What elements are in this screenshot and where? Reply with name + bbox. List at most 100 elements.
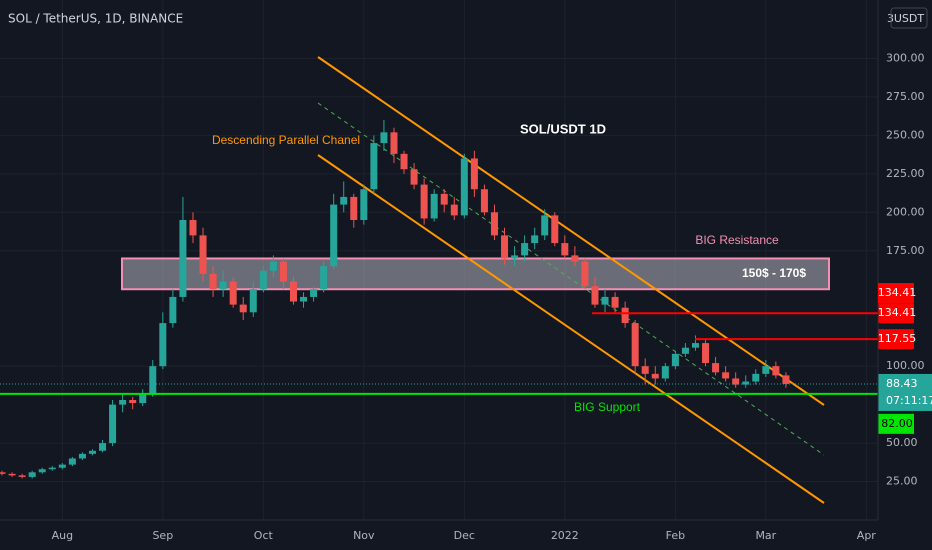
currency: USDT — [894, 12, 925, 25]
candle-body — [470, 158, 478, 190]
candle-body — [279, 261, 287, 282]
x-tick-label: 2022 — [551, 529, 579, 542]
candle-body — [490, 212, 498, 236]
candle-body — [340, 196, 348, 205]
candle-body — [501, 235, 509, 259]
price-badge-text: 134.41 — [878, 286, 917, 299]
candle-body — [350, 196, 358, 220]
level-badge-text: 82.00 — [881, 417, 913, 430]
candle-body — [661, 366, 669, 379]
level-badge — [878, 413, 914, 434]
resistance-label: BIG Resistance — [695, 233, 779, 247]
levels: 134.41 117.55 82.00 88.43 07:11:17 — [0, 303, 932, 434]
candle-body — [249, 289, 257, 313]
candle-body — [310, 289, 318, 297]
x-tick-label: Mar — [755, 529, 776, 542]
support-label: BIG Support — [574, 400, 641, 414]
candle-body — [641, 366, 649, 374]
candle-body — [119, 400, 127, 405]
candle-body — [129, 400, 137, 404]
last-price-badge — [878, 373, 932, 411]
candle-body — [169, 296, 177, 324]
x-tick-label: Apr — [857, 529, 877, 542]
candle-body — [289, 281, 297, 302]
candle-body — [671, 353, 679, 367]
candle-body — [199, 235, 207, 274]
candle-body — [581, 261, 589, 287]
candle-body — [561, 243, 569, 256]
candle-body — [511, 255, 519, 259]
chart-title: SOL / TetherUS, 1D, BINANCE — [8, 12, 183, 26]
candles — [0, 120, 790, 479]
candle-body — [28, 472, 36, 477]
candle-body — [460, 158, 468, 216]
x-tick-label: Feb — [666, 529, 685, 542]
candle-body — [681, 347, 689, 354]
candle-body — [480, 189, 488, 213]
candle-body — [621, 307, 629, 324]
channel-upper — [317, 56, 825, 406]
candle-body — [320, 266, 328, 290]
channel-label: Descending Parallel Chanel — [212, 133, 360, 147]
candle-body — [450, 204, 458, 216]
candle-body — [601, 296, 609, 305]
candle-body — [8, 473, 16, 476]
candle-body — [99, 443, 107, 451]
candle-body — [229, 281, 237, 305]
candle-body — [440, 193, 448, 205]
candle-body — [651, 373, 659, 379]
candle-body — [370, 143, 378, 190]
y-tick-label: 250.00 — [886, 128, 925, 141]
channel-mid — [317, 102, 825, 456]
y-tick-label: 300.00 — [886, 51, 925, 64]
candle-body — [330, 204, 338, 267]
candle-body — [209, 273, 217, 290]
y-tick-label: 225.00 — [886, 167, 925, 180]
candle-body — [410, 169, 418, 185]
y-tick-label: 275.00 — [886, 90, 925, 103]
x-tick-label: Dec — [454, 529, 475, 542]
candle-body — [360, 189, 368, 220]
candle-body — [88, 450, 96, 454]
candle-body — [109, 404, 117, 444]
candle-body — [259, 270, 267, 290]
y-tick-label: 25.00 — [886, 475, 918, 488]
channel-lower — [317, 154, 825, 504]
candle-body — [159, 323, 167, 367]
candle-body — [521, 243, 529, 256]
level-badge-text: 117.55 — [878, 332, 917, 345]
candle-body — [390, 132, 398, 154]
candle-body — [762, 366, 770, 374]
candle-body — [400, 153, 408, 170]
candle-body — [531, 235, 539, 244]
countdown: 07:11:17 — [886, 394, 932, 407]
x-tick-label: Oct — [254, 529, 274, 542]
candle-body — [541, 215, 549, 236]
candle-body — [48, 467, 56, 470]
level-badge-text: 134.41 — [878, 306, 917, 319]
candle-body — [420, 184, 428, 219]
last-price-text: 88.43 — [886, 377, 918, 390]
candle-body — [239, 304, 247, 313]
currency-box[interactable] — [890, 7, 928, 29]
candle-body — [722, 372, 730, 379]
candle-body — [712, 363, 720, 373]
y-tick-label: 200.00 — [886, 205, 925, 218]
candle-body — [269, 261, 277, 271]
candle-body — [742, 381, 750, 385]
candle-body — [430, 193, 438, 219]
candle-body — [772, 366, 780, 376]
heading: SOL/USDT 1D — [520, 121, 606, 136]
candle-body — [149, 366, 157, 394]
y-tick-label: 175.00 — [886, 244, 925, 257]
candle-body — [78, 453, 86, 459]
resistance-zone — [121, 257, 830, 291]
candle-body — [0, 472, 6, 474]
candle-body — [611, 296, 619, 308]
candle-body — [631, 323, 639, 367]
x-tick-label: Sep — [152, 529, 173, 542]
x-tick-label: Aug — [52, 529, 73, 542]
y-tick-label: 50.00 — [886, 436, 918, 449]
